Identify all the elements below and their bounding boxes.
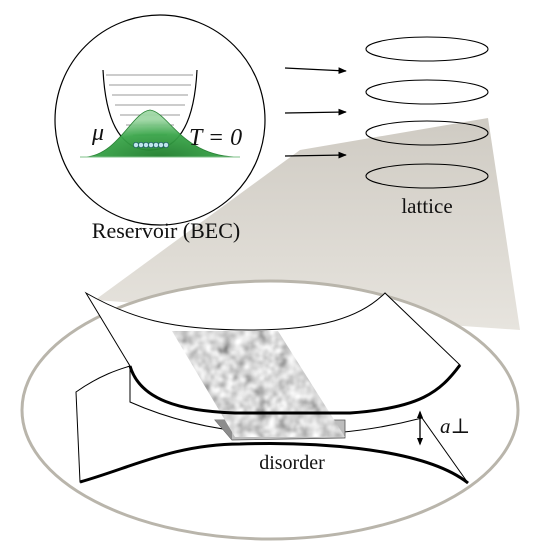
lattice-caption: lattice [401, 194, 452, 218]
arrow-top [284, 67, 347, 74]
temperature-label: T = 0 [189, 125, 242, 151]
reservoir-caption: Reservoir (BEC) [92, 218, 240, 243]
lattice-layer-1 [365, 36, 489, 62]
lattice-layer-4 [365, 163, 489, 189]
arrow-bottom [284, 151, 347, 159]
lattice-layer-2 [365, 79, 489, 105]
bec-density-peak [84, 109, 236, 158]
spacing-label: a⊥ [440, 414, 470, 438]
lattice-layer-3 [365, 120, 489, 146]
arrow-middle [284, 108, 347, 116]
waveguide-zoom: a⊥ disorder [75, 291, 470, 485]
transfer-arrows [284, 67, 347, 159]
disorder-label: disorder [259, 452, 325, 474]
mu-label: μ [91, 120, 104, 146]
lattice-layers [365, 36, 489, 189]
zoom-cone [95, 118, 520, 330]
disorder-block-side [215, 420, 232, 440]
atoms [133, 142, 169, 148]
upper-surface-edge [128, 364, 462, 415]
lower-surface-edge [79, 442, 469, 485]
reservoir-bec: μ T = 0 Reservoir (BEC) [54, 14, 266, 243]
